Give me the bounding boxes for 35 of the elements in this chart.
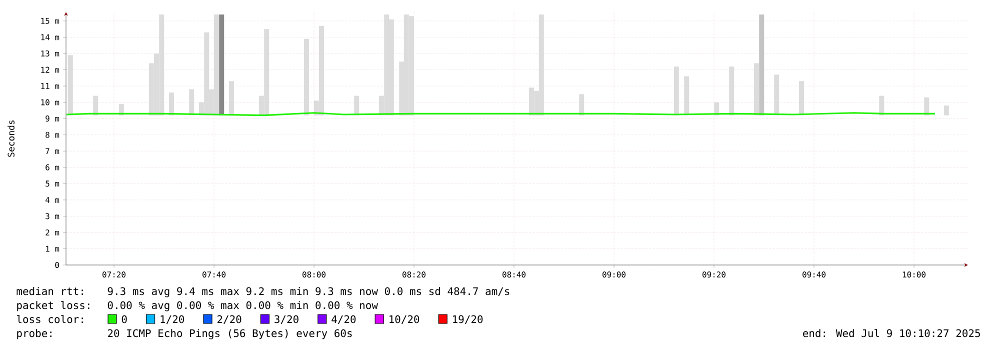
bar bbox=[219, 14, 224, 116]
text: end: Wed Jul 9 10:10:27 2025 bbox=[802, 329, 980, 338]
bar bbox=[729, 66, 734, 116]
bar bbox=[944, 106, 949, 116]
legend-label: 0 bbox=[122, 315, 127, 324]
legend-label: 10/20 bbox=[390, 315, 420, 324]
text: probe: bbox=[17, 329, 52, 340]
text: 9.3 ms avg 9.4 ms max 9.2 ms min 9.3 ms now 0.0 ms sd 484.7 am/s bbox=[108, 287, 510, 298]
bar bbox=[924, 97, 930, 116]
bar bbox=[759, 14, 764, 116]
bar bbox=[579, 94, 584, 116]
bar bbox=[189, 89, 194, 116]
bar bbox=[754, 63, 760, 116]
y-axis-title: Seconds bbox=[8, 120, 14, 157]
bar bbox=[799, 81, 804, 116]
bar bbox=[774, 74, 780, 116]
bar bbox=[304, 38, 310, 116]
text: packet loss: bbox=[17, 301, 90, 312]
text: 0.00 % avg 0.00 % max 0.00 % min 0.00 % now bbox=[108, 301, 378, 312]
bar bbox=[684, 76, 690, 116]
legend-label: 1/20 bbox=[160, 315, 184, 324]
legend-label: 4/20 bbox=[332, 315, 356, 324]
bar bbox=[68, 55, 73, 116]
legend-label: 19/20 bbox=[453, 315, 483, 324]
text: median rtt: bbox=[16, 287, 83, 296]
legend-label: 3/20 bbox=[274, 315, 298, 324]
bar bbox=[229, 81, 234, 116]
legend-title: loss color: bbox=[17, 315, 83, 324]
text: 20 ICMP Echo Pings (56 Bytes) every 60s bbox=[108, 329, 352, 340]
bar bbox=[354, 96, 360, 116]
bar bbox=[674, 66, 679, 116]
legend-label: 2/20 bbox=[217, 315, 242, 324]
bar bbox=[93, 96, 98, 116]
bar bbox=[169, 92, 174, 116]
bar bbox=[879, 96, 884, 116]
